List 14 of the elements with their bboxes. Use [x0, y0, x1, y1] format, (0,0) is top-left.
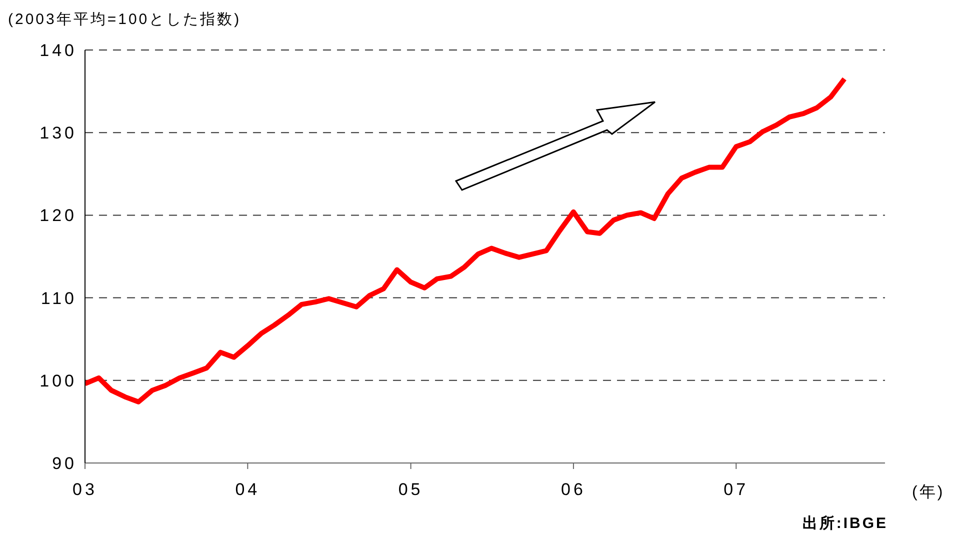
x-tick-label: 03 — [72, 480, 98, 500]
y-tick-label: 100 — [40, 371, 77, 390]
x-tick-label: 07 — [724, 480, 749, 500]
y-tick-label: 90 — [52, 454, 77, 474]
x-tick-label: 04 — [235, 480, 260, 500]
y-tick-label: 110 — [40, 288, 77, 308]
x-tick-label: 06 — [561, 480, 586, 500]
y-tick-label: 140 — [40, 41, 77, 60]
y-tick-label: 120 — [40, 206, 77, 226]
x-tick-label: 05 — [398, 480, 424, 500]
y-tick-label: 130 — [40, 124, 77, 143]
text: 出所:IBGE — [802, 514, 888, 533]
x-axis-title: (年) — [912, 483, 945, 503]
y-axis-title: (2003年平均=100とした指数) — [8, 10, 242, 29]
